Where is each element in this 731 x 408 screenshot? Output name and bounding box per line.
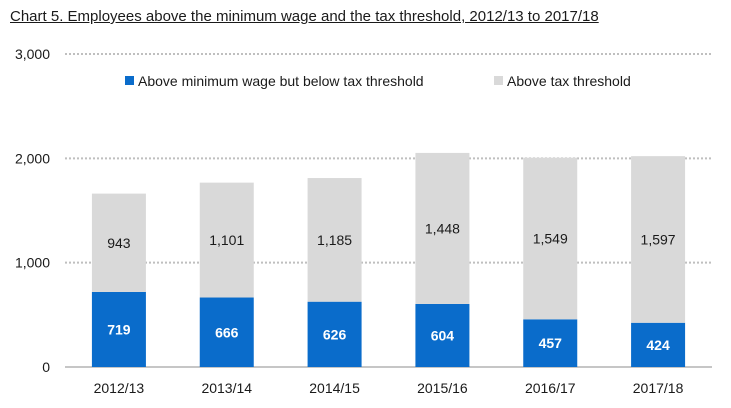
x-tick-label: 2016/17 bbox=[525, 380, 576, 396]
bar-above-threshold bbox=[415, 152, 470, 304]
axis-layer: 0 1,000 2,000 3,000 2012/13 2013/14 2014/15 201… bbox=[15, 46, 712, 396]
bar-above-threshold bbox=[91, 193, 146, 292]
legend-swatch bbox=[494, 76, 503, 85]
x-tick-label: 2013/14 bbox=[201, 380, 252, 396]
legend-swatch bbox=[125, 76, 134, 85]
y-tick-label: 1,000 bbox=[15, 255, 50, 271]
label-layer: 719 943 666 1,101 626 1,185 604 1,448 457 1,549 42… bbox=[107, 220, 676, 352]
data-label-below-threshold: 666 bbox=[215, 324, 239, 340]
bar-above-threshold bbox=[199, 182, 254, 298]
legend-item-above-threshold: Above tax threshold bbox=[494, 73, 631, 89]
bar-above-threshold bbox=[631, 156, 686, 323]
data-label-below-threshold: 626 bbox=[323, 326, 347, 342]
bar-below-threshold bbox=[631, 322, 686, 367]
x-tick-label: 2015/16 bbox=[417, 380, 468, 396]
bar-above-threshold bbox=[523, 157, 578, 320]
legend-label: Above tax threshold bbox=[507, 73, 631, 89]
data-label-above-threshold: 1,549 bbox=[533, 231, 568, 247]
y-tick-label: 2,000 bbox=[15, 150, 50, 166]
bar-layer bbox=[91, 152, 686, 367]
data-label-above-threshold: 1,448 bbox=[425, 220, 460, 236]
data-label-below-threshold: 424 bbox=[646, 337, 670, 353]
data-label-above-threshold: 943 bbox=[107, 235, 131, 251]
data-label-above-threshold: 1,185 bbox=[317, 232, 352, 248]
data-label-below-threshold: 457 bbox=[539, 335, 563, 351]
bar-below-threshold bbox=[91, 291, 146, 367]
data-label-below-threshold: 604 bbox=[431, 327, 455, 343]
bar-below-threshold bbox=[199, 297, 254, 367]
legend-label: Above minimum wage but below tax thresho… bbox=[138, 73, 424, 89]
x-tick-label: 2012/13 bbox=[94, 380, 145, 396]
bar-below-threshold bbox=[523, 319, 578, 367]
y-tick-label: 0 bbox=[42, 359, 50, 375]
bar-above-threshold bbox=[307, 178, 362, 302]
data-label-below-threshold: 719 bbox=[107, 321, 131, 337]
x-tick-label: 2014/15 bbox=[309, 380, 360, 396]
legend-item-below-threshold: Above minimum wage but below tax thresho… bbox=[125, 73, 424, 89]
legend: Above minimum wage but below tax thresho… bbox=[125, 73, 631, 89]
chart-title: Chart 5. Employees above the minimum wag… bbox=[10, 8, 599, 25]
x-tick-label: 2017/18 bbox=[633, 380, 684, 396]
data-label-above-threshold: 1,101 bbox=[209, 232, 244, 248]
bar-below-threshold bbox=[415, 303, 470, 367]
y-tick-label: 3,000 bbox=[15, 46, 50, 62]
bar-below-threshold bbox=[307, 301, 362, 367]
data-label-above-threshold: 1,597 bbox=[641, 231, 676, 247]
